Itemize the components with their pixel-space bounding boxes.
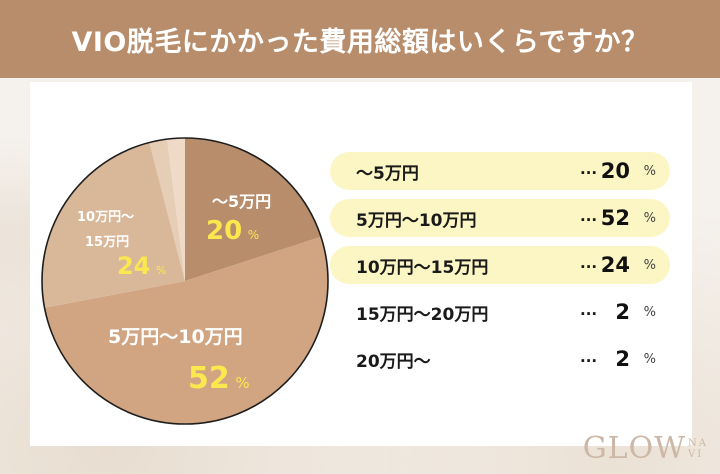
chart-card: 〜5万円 20 % 5万円〜10万円 52 % 10万円〜 15万円 24 % … (30, 82, 692, 446)
pie-slice (44, 236, 328, 425)
legend-row: 〜5万円 ... 20 % (330, 152, 670, 190)
pie-slice (185, 138, 322, 281)
pie-chart: 〜5万円 20 % 5万円〜10万円 52 % 10万円〜 15万円 24 % (40, 136, 330, 426)
legend-row: 10万円〜15万円 ... 24 % (330, 246, 670, 284)
legend-row: 15万円〜20万円 ... 2 % (356, 300, 656, 325)
pie-slice (167, 138, 185, 281)
glow-navi-logo: GLOW NA VI (582, 431, 708, 466)
pie-slice (149, 139, 185, 281)
pie-slice (41, 142, 185, 308)
chart-title: VIO脱毛にかかった費用総額はいくらですか？ (71, 26, 649, 58)
title-banner: VIO脱毛にかかった費用総額はいくらですか？ (0, 0, 720, 78)
legend-row: 20万円〜 ... 2 % (356, 347, 656, 372)
legend: 〜5万円 ... 20 % 5万円〜10万円 ... 52 % 10万円〜15万… (330, 152, 670, 387)
pie-label-0-5man: 〜5万円 20 % (206, 192, 272, 246)
legend-row: 5万円〜10万円 ... 52 % (330, 199, 670, 237)
pie-svg (41, 137, 329, 425)
pie-label-5-10man: 5万円〜10万円 52 % (108, 326, 250, 396)
pie-label-10-15man: 10万円〜 15万円 24 % (77, 210, 167, 280)
